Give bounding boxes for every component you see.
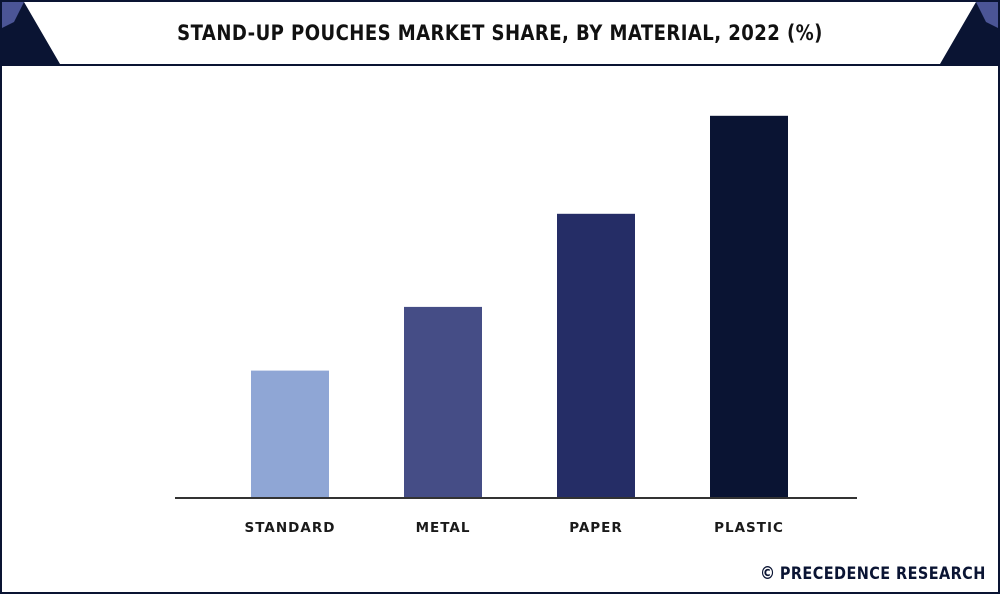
bar-chart: STANDARD METAL PAPER PLASTIC bbox=[175, 115, 857, 536]
brand-name: PRECEDENCE RESEARCH bbox=[780, 563, 986, 584]
chart-title: STAND-UP POUCHES MARKET SHARE, BY MATERI… bbox=[177, 21, 823, 45]
x-tick-label: PAPER bbox=[569, 520, 623, 536]
copyright-icon: © bbox=[760, 563, 776, 584]
title-bar: STAND-UP POUCHES MARKET SHARE, BY MATERI… bbox=[2, 2, 998, 66]
bar-metal bbox=[404, 306, 482, 498]
x-tick-label: STANDARD bbox=[245, 520, 336, 536]
corner-decoration-left bbox=[2, 2, 60, 64]
bar-paper bbox=[557, 213, 635, 499]
brand-logo: © PRECEDENCE RESEARCH bbox=[760, 563, 986, 584]
bar-plastic bbox=[710, 115, 788, 499]
corner-decoration-right bbox=[940, 2, 998, 64]
x-tick-label: PLASTIC bbox=[714, 520, 784, 536]
bar-standard bbox=[251, 370, 329, 498]
x-tick-label: METAL bbox=[416, 520, 471, 536]
